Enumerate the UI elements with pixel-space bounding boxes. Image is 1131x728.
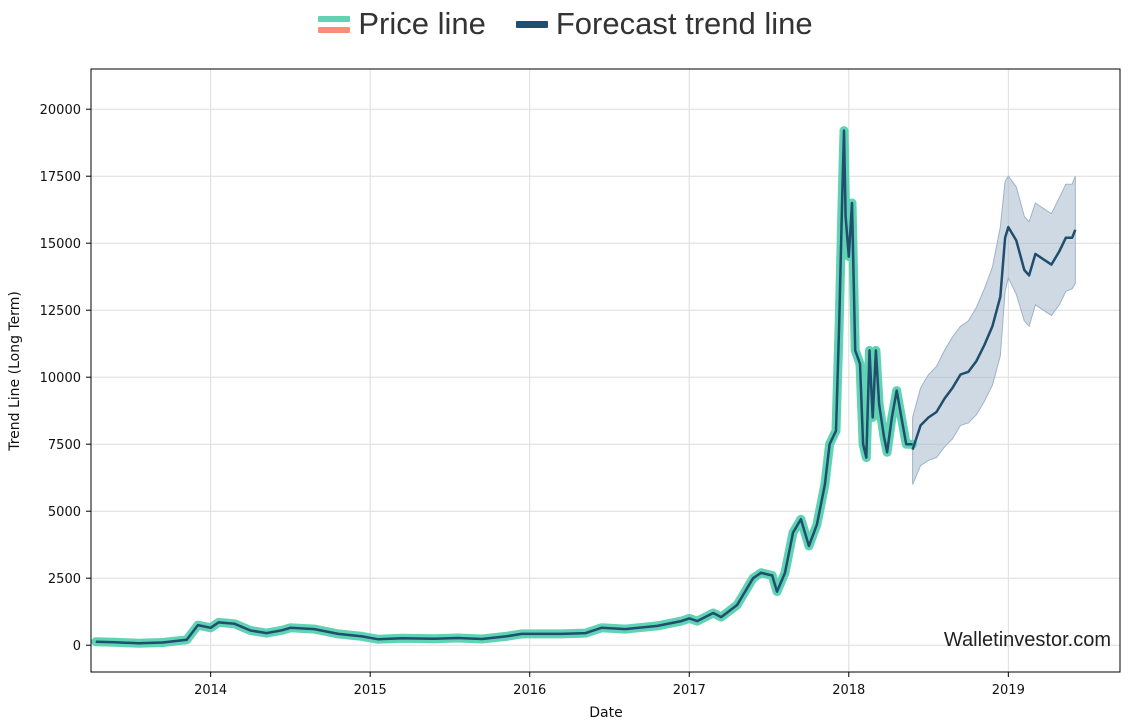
- y-axis-label: Trend Line (Long Term): [7, 291, 23, 452]
- legend: Price line Forecast trend line: [0, 6, 1131, 42]
- y-tick-label: 17500: [40, 170, 81, 185]
- x-axis-label: Date: [589, 705, 622, 721]
- y-tick-label: 20000: [40, 103, 81, 118]
- y-axis-ticks: 0 2500 5000 7500 10000 12500 15000 17500 20000: [40, 103, 91, 654]
- x-tick-label: 2019: [992, 683, 1025, 698]
- x-axis-ticks: 2014 2015 2016 2017 2018 2019: [194, 672, 1025, 698]
- historic-trend-line: [95, 129, 913, 645]
- y-tick-label: 12500: [40, 304, 81, 319]
- forecast-band-layer: [912, 175, 1076, 485]
- trend-swatch-icon: [515, 20, 548, 28]
- y-tick-label: 15000: [40, 237, 81, 252]
- x-tick-label: 2018: [832, 683, 865, 698]
- legend-forecast-label: Forecast trend line: [555, 6, 813, 41]
- grid: [91, 69, 1120, 672]
- y-tick-label: 0: [73, 639, 81, 654]
- plot-frame: [90, 68, 1121, 673]
- forecast-confidence-band: [912, 175, 1076, 485]
- price-swatch-top: [318, 15, 351, 22]
- legend-item-forecast[interactable]: Forecast trend line: [515, 6, 813, 42]
- watermark: Walletinvestor.com: [943, 629, 1111, 651]
- series-layer: [91, 126, 1077, 648]
- x-tick-label: 2016: [513, 683, 546, 698]
- price-line: [91, 126, 918, 648]
- y-tick-label: 5000: [48, 505, 81, 520]
- y-tick-label: 2500: [48, 572, 81, 587]
- legend-item-price[interactable]: Price line: [318, 6, 486, 42]
- x-tick-label: 2015: [354, 683, 387, 698]
- y-tick-label: 10000: [40, 371, 81, 386]
- price-swatch-bottom: [318, 26, 351, 33]
- x-tick-label: 2014: [194, 683, 227, 698]
- y-tick-label: 7500: [48, 438, 81, 453]
- x-tick-label: 2017: [673, 683, 706, 698]
- legend-price-label: Price line: [358, 6, 486, 41]
- price-swatch-icon: [318, 15, 351, 33]
- forecast-trend-line: [911, 225, 1077, 450]
